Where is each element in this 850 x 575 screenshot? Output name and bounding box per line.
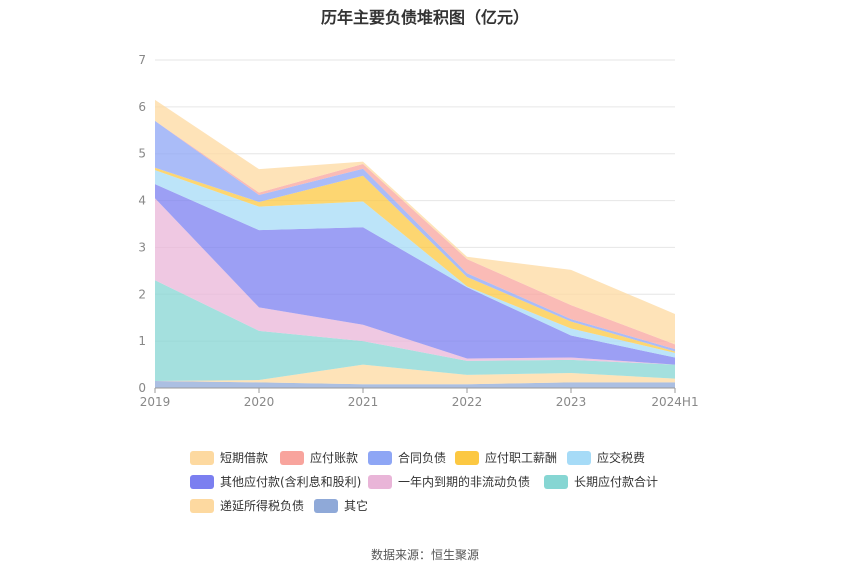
legend-swatch — [368, 474, 392, 489]
legend-item-taxes-payable[interactable]: 应交税费 — [567, 449, 645, 466]
area-series-6[interactable]: 应付职工薪酬 — [155, 167, 675, 353]
legend-swatch — [544, 474, 568, 489]
legend-item-long-term-payables[interactable]: 长期应付款合计 — [544, 473, 658, 490]
legend-label: 长期应付款合计 — [574, 475, 659, 489]
legend-swatch — [314, 498, 338, 513]
legend-item-employee-payable[interactable]: 应付职工薪酬 — [455, 449, 557, 466]
area-series-8[interactable]: 应付账款 — [155, 120, 675, 350]
legend-item-other-payables[interactable]: 其他应付款(含利息和股利) — [190, 473, 361, 490]
x-tick-label: 2022 — [452, 395, 483, 409]
y-tick-label: 5 — [138, 147, 146, 161]
legend-item-contract-liabilities[interactable]: 合同负债 — [368, 449, 446, 466]
legend-label: 应付账款 — [310, 451, 359, 465]
legend-swatch — [368, 450, 392, 465]
y-tick-label: 1 — [138, 334, 146, 348]
area-series-4[interactable]: 其他应付款(含利息和股利) — [155, 184, 675, 365]
area-series-9[interactable]: 短期借款 — [155, 99, 675, 345]
legend-label: 其它 — [344, 499, 369, 513]
x-tick-label: 2023 — [556, 395, 587, 409]
legend-item-current-noncurrent-liabilities[interactable]: 一年内到期的非流动负债 — [368, 473, 530, 490]
y-tick-label: 7 — [138, 53, 146, 67]
legend-label: 其他应付款(含利息和股利) — [220, 475, 362, 489]
legend-item-accounts-payable[interactable]: 应付账款 — [280, 449, 358, 466]
legend-label: 短期借款 — [220, 451, 269, 465]
y-tick-label: 2 — [138, 287, 146, 301]
y-tick-label: 0 — [138, 381, 146, 395]
x-tick-label: 2021 — [348, 395, 379, 409]
legend-item-other[interactable]: 其它 — [314, 497, 368, 514]
x-tick-label: 2024H1 — [651, 395, 698, 409]
legend-label: 一年内到期的非流动负债 — [398, 475, 531, 489]
y-tick-label: 6 — [138, 100, 146, 114]
legend-label: 合同负债 — [398, 451, 447, 465]
legend-swatch — [190, 474, 214, 489]
y-tick-label: 4 — [138, 194, 146, 208]
area-series-5[interactable]: 应交税费 — [155, 170, 675, 358]
legend-swatch — [190, 450, 214, 465]
legend-swatch — [455, 450, 479, 465]
area-series: 其它递延所得税负债长期应付款合计一年内到期的非流动负债其他应付款(含利息和股利)… — [155, 99, 675, 388]
legend-item-short-term-borrowing[interactable]: 短期借款 — [190, 449, 268, 466]
x-tick-label: 2019 — [140, 395, 171, 409]
area-series-1[interactable]: 递延所得税负债 — [155, 364, 675, 385]
legend-label: 应交税费 — [597, 451, 646, 465]
legend-swatch — [190, 498, 214, 513]
axes: 0 1 2 3 4 5 6 7 2019 2020 2021 2022 2023 2024H1 — [138, 53, 698, 409]
data-source-note: 数据来源：恒生聚源 — [370, 548, 479, 562]
legend-item-deferred-tax-liabilities[interactable]: 递延所得税负债 — [190, 497, 304, 514]
x-tick-label: 2020 — [244, 395, 275, 409]
area-series-2[interactable]: 长期应付款合计 — [155, 280, 675, 381]
legend-label: 应付职工薪酬 — [485, 451, 558, 465]
y-tick-label: 3 — [138, 240, 146, 254]
legend-swatch — [567, 450, 591, 465]
legend-swatch — [280, 450, 304, 465]
legend-label: 递延所得税负债 — [220, 499, 305, 513]
area-series-3[interactable]: 一年内到期的非流动负债 — [155, 198, 675, 365]
chart-title: 历年主要负债堆积图（亿元） — [320, 8, 529, 27]
area-series-0[interactable]: 其它 — [155, 380, 675, 388]
